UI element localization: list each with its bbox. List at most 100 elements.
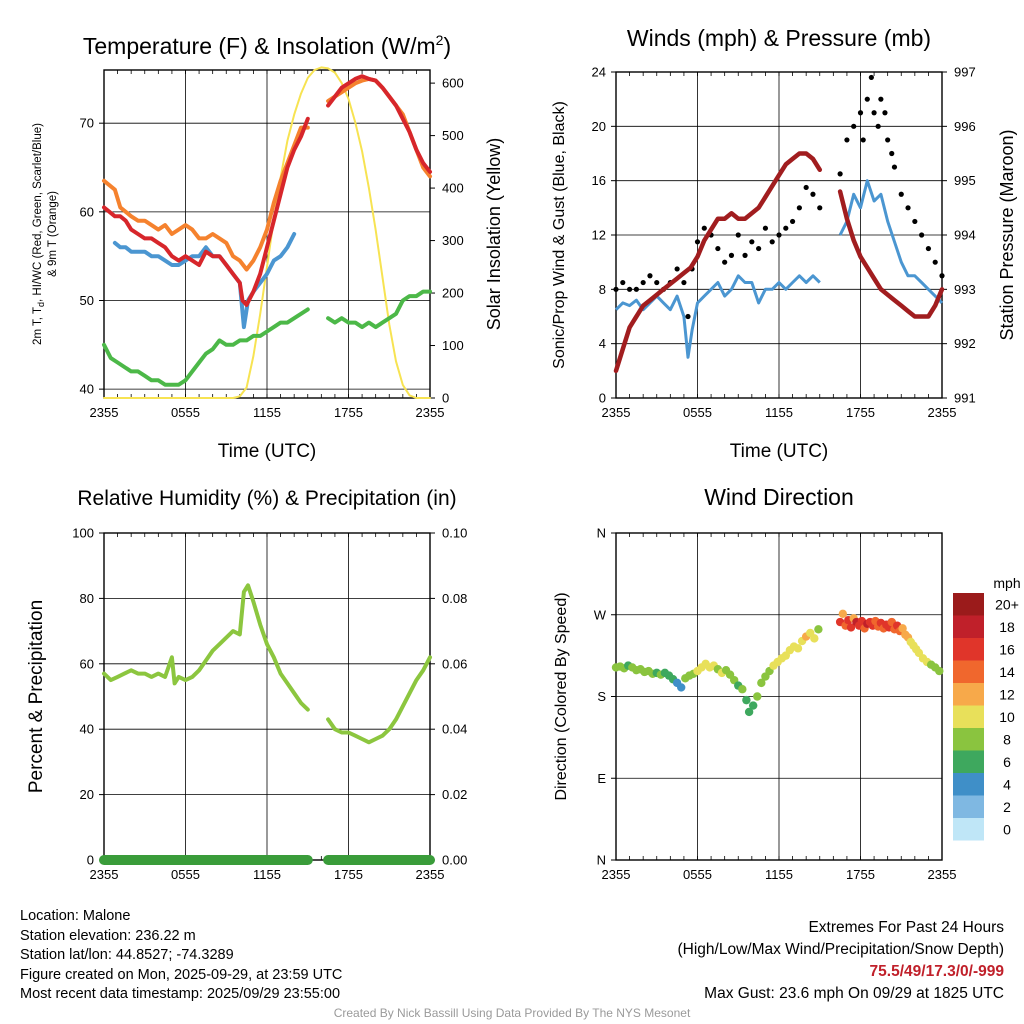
gust-point — [851, 123, 857, 129]
y-tick-label: W — [594, 607, 607, 622]
y-tick-label-right: 0.10 — [442, 526, 467, 541]
legend-label: 20+ — [995, 596, 1019, 612]
legend-swatch — [953, 728, 984, 751]
y-tick-label-right: 993 — [954, 282, 976, 297]
extremes-values: 75.5/49/17.3/0/-999 — [869, 963, 1004, 980]
x-tick-label: 1755 — [846, 867, 875, 882]
y-tick-label-right: 500 — [442, 128, 464, 143]
series-line-pressure — [613, 151, 945, 374]
gust-point — [891, 164, 898, 170]
gust-point — [620, 279, 626, 286]
gust-point — [742, 252, 748, 258]
plot-frame — [103, 69, 431, 399]
winds-pressure-panel: 0 4 8 12 16 20 24 991 992 993 994 995 996 997 2355 0555… — [551, 25, 1017, 462]
y-tick-label: 100 — [72, 526, 94, 541]
legend-label: 4 — [1003, 776, 1011, 792]
x-tick-label: 1755 — [846, 405, 875, 420]
x-tick-label: 2355 — [416, 405, 445, 420]
y-axis-label: Percent & Precipitation — [26, 600, 47, 793]
gust-point — [925, 245, 932, 252]
station-info: Location: Malone Station elevation: 236.… — [20, 907, 342, 1005]
legend-swatch — [953, 750, 984, 773]
chart-title: Winds (mph) & Pressure (mb) — [627, 25, 931, 51]
legend-swatch — [953, 683, 984, 706]
x-tick-label: 1755 — [334, 405, 363, 420]
y-axis-label: Direction (Colored By Speed) — [553, 592, 570, 800]
gust-point — [864, 96, 870, 102]
figure-created: Figure created on Mon, 2025-09-29, at 23… — [20, 966, 343, 983]
gust-point — [685, 313, 691, 320]
y-tick-label: N — [597, 526, 606, 541]
gust-point — [728, 252, 735, 258]
gust-point — [776, 232, 782, 238]
legend-label: 2 — [1003, 799, 1011, 815]
y-tick-label-right: 997 — [954, 65, 976, 80]
gust-point — [796, 205, 802, 211]
chart-title: Relative Humidity (%) & Precipitation (i… — [77, 487, 456, 510]
chart-title: Temperature (F) & Insolation (W/m2) — [83, 32, 451, 59]
y-tick-label: 20 — [592, 119, 606, 134]
gust-point — [722, 259, 728, 265]
direction-point — [810, 634, 819, 643]
gust-point — [860, 137, 866, 143]
x-tick-label: 1155 — [765, 867, 793, 882]
gust-point — [868, 74, 874, 81]
y-tick-label-right: 995 — [954, 173, 976, 188]
extremes-title: Extremes For Past 24 Hours — [808, 919, 1004, 936]
humidity-precip-panel: 0 20 40 60 80 100 0.00 0.02 0.04 0.06 0.08 0.10 2355… — [26, 487, 467, 882]
legend-label: 10 — [999, 709, 1015, 725]
x-tick-label: 2355 — [90, 405, 119, 420]
direction-point — [898, 624, 907, 633]
y-tick-label-right: 996 — [954, 119, 976, 134]
y-tick-label: 40 — [80, 722, 94, 737]
y-tick-label: E — [597, 771, 606, 786]
y-tick-label-right: 0.00 — [442, 853, 467, 868]
y-tick-label: 40 — [80, 382, 94, 397]
series-line-relative-humidity — [102, 583, 432, 745]
gust-point — [694, 239, 701, 245]
y-axis-label: Sonic/Prop Wind & Gust (Blue, Black) — [551, 101, 568, 369]
y-tick-label: 80 — [80, 591, 94, 606]
title-superscript: 2 — [436, 32, 444, 48]
x-tick-label: 2355 — [90, 867, 119, 882]
gust-point — [898, 191, 904, 197]
gust-point — [871, 110, 877, 116]
legend-title: mph — [993, 575, 1020, 591]
legend-label: 18 — [999, 619, 1015, 635]
y-tick-label: 12 — [592, 228, 606, 243]
x-tick-label: 0555 — [171, 867, 200, 882]
gust-point — [654, 279, 660, 286]
direction-point — [753, 692, 762, 701]
y-tick-label: 60 — [80, 204, 94, 219]
direction-point — [838, 609, 848, 619]
x-tick-label: 1755 — [334, 867, 363, 882]
y-tick-label: 0 — [87, 853, 94, 868]
y-tick-label-right: 991 — [954, 391, 976, 406]
y-tick-label: 60 — [80, 656, 94, 671]
y-tick-label: 8 — [599, 282, 606, 297]
legend-swatch — [953, 638, 984, 661]
extremes-summary: Extremes For Past 24 Hours (High/Low/Max… — [678, 917, 1005, 1005]
direction-point — [744, 707, 754, 717]
gust-point — [701, 225, 707, 231]
direction-point — [742, 695, 751, 705]
recent-timestamp: Most recent data timestamp: 2025/09/29 2… — [20, 986, 341, 1002]
y-tick-label: 20 — [80, 787, 94, 802]
station-elevation: Station elevation: 236.22 m — [20, 927, 196, 944]
series-line-2m-t — [102, 74, 432, 307]
y-tick-label: 16 — [592, 173, 606, 188]
gust-point — [919, 232, 925, 238]
legend-swatch — [953, 773, 984, 796]
legend-label: 16 — [999, 641, 1015, 657]
y-tick-label: 70 — [80, 116, 94, 131]
gust-point — [905, 205, 911, 211]
legend-swatch — [953, 593, 984, 616]
x-axis-label: Time (UTC) — [730, 441, 829, 462]
ylabel-rest: , HI/WC (Red, Green, Scarlet/Blue) — [32, 123, 44, 302]
y-tick-label-right: 0.06 — [442, 656, 467, 671]
legend-label: 0 — [1003, 821, 1011, 837]
y-tick-label-right: 0.02 — [442, 787, 467, 802]
gust-point — [875, 123, 881, 129]
gust-point — [882, 110, 888, 116]
